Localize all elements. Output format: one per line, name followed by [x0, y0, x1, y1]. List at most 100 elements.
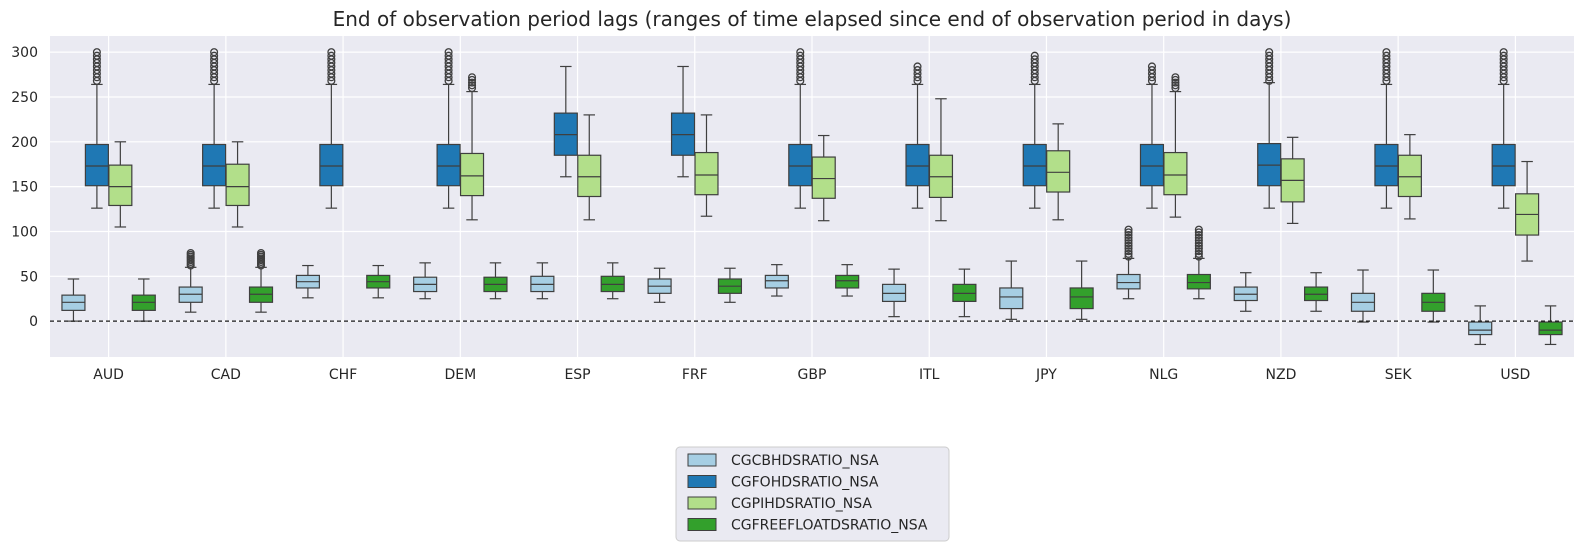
boxplot-cgpihdsratio_nsa-gbp	[811, 134, 836, 222]
boxplot-cgfreefloatdsratio_nsa-chf	[366, 264, 391, 299]
outlier-point	[1194, 249, 1203, 258]
legend-swatch	[687, 453, 717, 467]
boxplot-cgfohdsratio_nsa-usd	[1491, 48, 1516, 209]
legend: CGCBHDSRATIO_NSA CGFOHDSRATIO_NSA CGPIHDSR…	[675, 446, 950, 542]
legend-item-cgcbhdsratio_nsa: CGCBHDSRATIO_NSA	[687, 453, 879, 469]
outlier-point	[327, 48, 336, 57]
outlier-point	[1147, 62, 1157, 71]
boxplot-cgfohdsratio_nsa-frf	[670, 65, 696, 178]
box	[1139, 143, 1165, 187]
boxplot-cgfreefloatdsratio_nsa-esp	[600, 262, 625, 300]
boxplot-cgcbhdsratio_nsa-usd	[1468, 305, 1493, 346]
outlier-point	[327, 51, 336, 60]
outlier-point	[210, 48, 219, 57]
box	[1374, 143, 1399, 187]
box	[202, 143, 227, 187]
x-tick-label: NZD	[1266, 367, 1297, 383]
outlier-point	[92, 48, 101, 57]
outlier-point	[1499, 51, 1508, 60]
outlier-point	[1124, 236, 1133, 245]
legend-label: CGPIHDSRATIO_NSA	[731, 496, 872, 512]
boxplot-cgcbhdsratio_nsa-cad	[178, 248, 203, 313]
chart-title: End of observation period lags (ranges o…	[333, 7, 1292, 31]
boxplot-cgpihdsratio_nsa-jpy	[1046, 123, 1071, 221]
x-tick-label: AUD	[93, 367, 124, 383]
outlier-point	[1124, 231, 1133, 240]
x-tick-label: CHF	[329, 367, 357, 383]
boxplot-cgcbhdsratio_nsa-itl	[881, 268, 907, 318]
legend-swatch	[687, 496, 717, 510]
boxplot-cgpihdsratio_nsa-aud	[108, 141, 133, 228]
outlier-point	[1030, 51, 1039, 60]
boxplot-cgfreefloatdsratio_nsa-itl	[952, 268, 977, 318]
legend-label: CGFOHDSRATIO_NSA	[731, 475, 879, 491]
box	[1468, 321, 1493, 336]
outlier-point	[1382, 51, 1391, 60]
outlier-point	[1194, 231, 1203, 240]
boxplot-cgfohdsratio_nsa-itl	[905, 62, 930, 209]
boxplot-cgpihdsratio_nsa-sek	[1397, 134, 1422, 220]
outlier-point	[1265, 48, 1274, 57]
outlier-point	[1124, 244, 1133, 253]
outlier-point	[1124, 249, 1133, 258]
boxplot-cgfohdsratio_nsa-cad	[202, 48, 227, 209]
legend-item-cgpihdsratio_nsa: CGPIHDSRATIO_NSA	[687, 496, 872, 512]
outlier-point	[1171, 78, 1180, 87]
outlier-point	[186, 248, 195, 258]
outlier-point	[1124, 228, 1133, 237]
outlier-point	[1124, 252, 1133, 261]
boxplot-cgcbhdsratio_nsa-aud	[61, 278, 86, 322]
box	[459, 152, 485, 197]
boxplot-cgfohdsratio_nsa-gbp	[788, 48, 813, 209]
boxplot-cgfreefloatdsratio_nsa-frf	[717, 267, 743, 303]
boxplot-cgfreefloatdsratio_nsa-cad	[248, 248, 274, 313]
boxplot-cgpihdsratio_nsa-nlg	[1163, 73, 1188, 218]
boxplot-cgcbhdsratio_nsa-frf	[647, 267, 672, 303]
box	[1046, 150, 1071, 193]
box	[1022, 143, 1047, 187]
outlier-point	[1030, 55, 1039, 64]
outlier-point	[1171, 75, 1180, 84]
outlier-point	[1382, 48, 1391, 57]
outlier-point	[1124, 241, 1133, 250]
outlier-point	[796, 48, 805, 57]
legend-item-cgfohdsratio_nsa: CGFOHDSRATIO_NSA	[687, 475, 879, 491]
outlier-point	[1194, 244, 1203, 253]
outlier-point	[1171, 73, 1180, 82]
x-tick-label: GBP	[798, 367, 827, 383]
outlier-point	[444, 51, 453, 60]
boxplot-cgfohdsratio_nsa-chf	[319, 48, 344, 209]
box	[436, 143, 461, 187]
outlier-point	[1124, 247, 1133, 256]
boxplot-cgcbhdsratio_nsa-chf	[295, 264, 320, 299]
box	[1491, 143, 1516, 187]
boxplot-cgcbhdsratio_nsa-nlg	[1116, 225, 1141, 300]
outlier-point	[467, 83, 477, 93]
legend-swatch	[687, 475, 717, 488]
legend-frame	[675, 446, 950, 542]
box	[835, 274, 860, 289]
outlier-point	[1499, 48, 1508, 57]
boxplot-cgfreefloatdsratio_nsa-jpy	[1069, 260, 1094, 320]
outlier-point	[256, 248, 266, 258]
boxplot-cgpihdsratio_nsa-nzd	[1280, 136, 1305, 224]
outlier-point	[1194, 252, 1203, 261]
outlier-point	[1194, 225, 1203, 234]
y-tick-label: 300	[11, 45, 38, 61]
box	[905, 143, 930, 187]
box	[225, 163, 250, 207]
box	[1397, 154, 1422, 198]
boxplot-cgfohdsratio_nsa-dem	[436, 48, 461, 209]
boxplot-cgfohdsratio_nsa-jpy	[1022, 51, 1047, 209]
boxplot-cgfreefloatdsratio_nsa-usd	[1538, 305, 1563, 346]
y-tick-label: 0	[29, 314, 38, 330]
boxplot-cgfreefloatdsratio_nsa-aud	[131, 278, 156, 322]
y-tick-label: 100	[11, 224, 38, 240]
y-tick-label: 150	[11, 180, 38, 196]
box	[108, 164, 133, 207]
outlier-point	[1194, 239, 1203, 248]
box	[999, 287, 1024, 310]
x-tick-label: CAD	[211, 367, 241, 383]
outlier-point	[1194, 228, 1203, 237]
